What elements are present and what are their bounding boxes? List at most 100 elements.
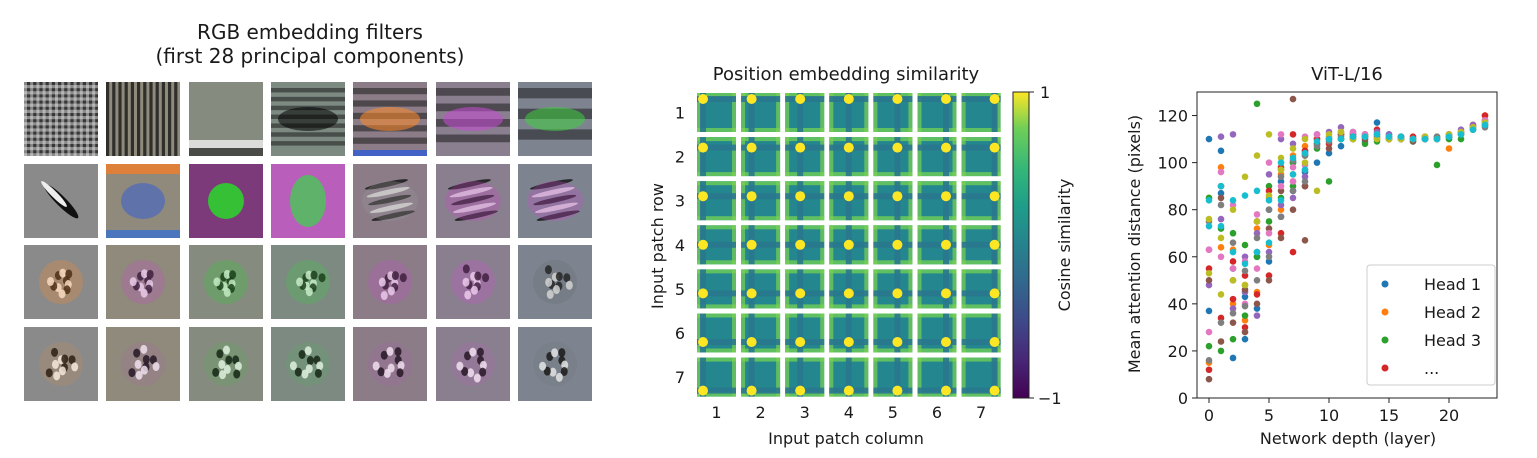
scatter-point [1205,357,1213,364]
scatter-point [1361,133,1369,141]
scatter-point [1229,354,1237,362]
scatter-point [1445,145,1453,152]
scatter-point [1217,314,1225,322]
scatter-point [1337,124,1345,131]
heatmap-cell [829,269,869,309]
x-tick-label: 20 [1439,406,1459,425]
y-tick-label: 100 [1157,154,1188,173]
scatter-point [1229,229,1237,237]
legend-label: Head 2 [1424,303,1481,322]
scatter-point [1277,135,1285,143]
scatter-point [1241,317,1249,324]
scatter-point [1325,135,1333,143]
scatter-point [1265,206,1273,213]
heatmap-col-label: 5 [888,403,898,422]
heatmap-cell [697,357,736,397]
scatter-point [1229,248,1237,256]
scatter-point [1289,140,1297,148]
heatmap-cell [873,269,913,309]
scatter-point [1385,133,1393,141]
scatter-point [1205,246,1213,254]
scatter-point [1229,239,1237,246]
scatter-point [1229,131,1237,138]
rgb-filters-panel: RGB embedding filters (first 28 principa… [0,0,620,458]
scatter-point [1301,159,1309,166]
colorbar-tick-label-bottom: −1 [1038,389,1062,408]
heatmap-cell [697,137,736,177]
heatmap-col-label: 7 [976,403,986,422]
scatter-point [1253,291,1261,298]
filter-tile [517,326,592,401]
scatter-point [1433,135,1441,143]
scatter-point [1253,211,1261,218]
scatter-point [1289,95,1297,103]
heatmap-ylabel: Input patch row [648,183,667,309]
scatter-point [1229,309,1237,317]
heatmap-cell [741,181,781,221]
scatter-point [1217,234,1225,242]
rgb-filters-title-line2: (first 28 principal components) [155,44,465,68]
heatmap-cell [873,181,913,221]
scatter-point [1277,173,1285,181]
scatter-point [1289,206,1297,213]
rgb-filters-title-line1: RGB embedding filters [197,20,423,44]
heatmap-cell [873,93,913,132]
scatter-point [1241,281,1249,289]
scatter-point [1277,182,1285,190]
scatter-point [1313,142,1321,150]
y-tick-label: 40 [1168,295,1188,314]
heatmap-cell [829,313,869,353]
scatter-point [1205,196,1213,204]
scatter-point [1229,295,1237,303]
scatter-point [1229,206,1237,213]
filter-tile [24,82,98,156]
filter-tile [188,82,263,156]
heatmap-cell [741,93,781,132]
filter-tile [188,326,263,401]
filter-tile [517,245,592,319]
scatter-point [1241,173,1249,181]
filter-tile [353,163,428,238]
heatmap-cell [785,137,825,177]
heatmap-cell [697,181,736,221]
scatter-point [1265,187,1273,195]
scatter-point [1349,128,1357,136]
scatter-point [1349,133,1357,141]
heatmap-cell [829,137,869,177]
scatter-point [1265,258,1273,265]
scatter-point [1433,161,1441,169]
scatter-point [1229,335,1237,343]
scatter-point [1373,131,1381,138]
scatter-point [1241,324,1249,331]
scatter-point [1253,218,1261,225]
scatter-point [1217,133,1225,141]
filter-tile [435,326,510,401]
heatmap-xlabel: Input patch column [768,429,924,448]
scatter-xlabel: Network depth (layer) [1260,429,1436,448]
scatter-point [1277,159,1285,166]
colorbar-label: Cosine similarity [1055,179,1074,312]
filter-grid [24,82,592,401]
heatmap-cell [785,269,825,309]
heatmap-cell [785,313,825,353]
scatter-point [1313,159,1321,166]
y-tick-label: 80 [1168,201,1188,220]
scatter-point [1289,154,1297,162]
scatter-point [1229,258,1237,265]
scatter-points [1205,95,1489,383]
scatter-point [1217,347,1225,355]
heatmap-col-labels: 1 2 3 4 5 6 7 [711,403,986,422]
scatter-point [1265,253,1273,261]
scatter-point [1421,135,1429,143]
scatter-legend: Head 1 Head 2 Head 3... [1366,264,1496,386]
heatmap-cell [697,93,736,132]
filter-tile [270,163,345,238]
heatmap-cell [961,313,1001,353]
heatmap-cell [741,137,781,177]
legend-frame [1366,264,1496,386]
scatter-point [1457,135,1465,143]
scatter-point [1205,265,1213,272]
scatter-point [1325,178,1333,185]
scatter-point [1277,178,1285,185]
scatter-point [1277,131,1285,138]
